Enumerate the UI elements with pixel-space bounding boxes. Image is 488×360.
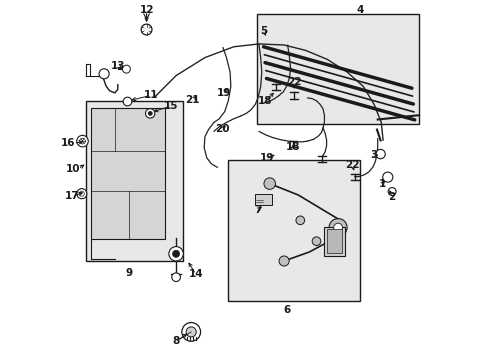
Circle shape <box>279 256 288 266</box>
Circle shape <box>264 178 275 189</box>
Bar <box>86 101 183 261</box>
Text: 17: 17 <box>65 191 80 201</box>
Circle shape <box>168 247 183 261</box>
Bar <box>255 194 271 205</box>
Text: 6: 6 <box>283 305 290 315</box>
Text: 22: 22 <box>286 77 301 87</box>
Text: 14: 14 <box>188 269 203 279</box>
Circle shape <box>387 188 395 195</box>
Circle shape <box>77 135 88 147</box>
Text: 15: 15 <box>163 101 178 111</box>
Text: 18: 18 <box>258 96 272 106</box>
Bar <box>91 108 165 239</box>
Text: 16: 16 <box>61 138 75 148</box>
Text: 4: 4 <box>355 5 363 15</box>
Circle shape <box>148 111 152 116</box>
Text: 9: 9 <box>125 268 133 278</box>
Text: 12: 12 <box>139 5 154 15</box>
Text: 11: 11 <box>143 90 158 100</box>
Circle shape <box>375 149 385 159</box>
Text: 18: 18 <box>285 142 300 152</box>
Bar <box>228 160 359 301</box>
Circle shape <box>145 109 155 118</box>
Circle shape <box>311 237 320 246</box>
Text: 19: 19 <box>216 88 230 98</box>
Circle shape <box>171 273 180 282</box>
Circle shape <box>99 69 109 79</box>
Circle shape <box>295 216 304 225</box>
Circle shape <box>172 250 179 257</box>
Text: 3: 3 <box>370 150 377 160</box>
Circle shape <box>79 191 84 196</box>
Circle shape <box>382 172 392 182</box>
Circle shape <box>123 97 132 106</box>
Bar <box>326 229 342 253</box>
Circle shape <box>182 323 200 341</box>
Circle shape <box>80 138 85 144</box>
Text: 8: 8 <box>172 336 180 346</box>
Text: 21: 21 <box>184 95 199 105</box>
Text: 20: 20 <box>215 124 229 134</box>
Bar <box>257 14 418 124</box>
Circle shape <box>122 65 130 73</box>
Text: 1: 1 <box>378 179 385 189</box>
Text: 2: 2 <box>387 192 395 202</box>
Circle shape <box>186 327 196 337</box>
Text: 22: 22 <box>345 160 359 170</box>
Circle shape <box>333 223 342 232</box>
Circle shape <box>77 189 87 199</box>
Text: 5: 5 <box>260 26 266 36</box>
Bar <box>323 227 345 256</box>
Text: 13: 13 <box>110 60 125 71</box>
Text: 7: 7 <box>254 204 262 215</box>
Text: 19: 19 <box>259 153 273 163</box>
Circle shape <box>141 24 152 35</box>
Circle shape <box>328 219 346 237</box>
Text: 10: 10 <box>66 164 81 174</box>
